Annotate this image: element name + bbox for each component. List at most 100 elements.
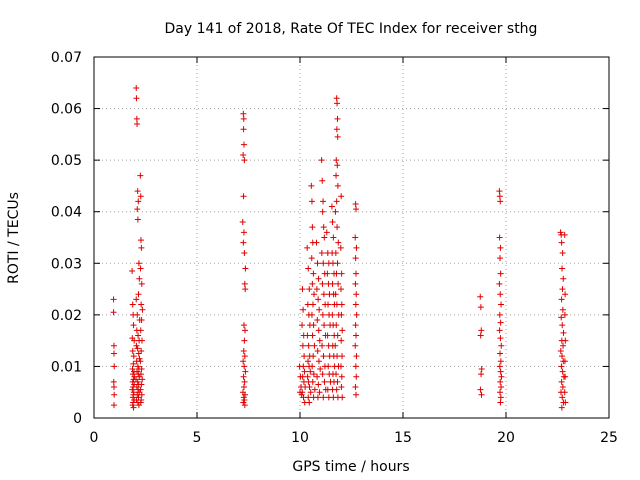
data-point [497,255,504,262]
data-point [311,386,318,393]
data-point [352,384,359,391]
data-point [353,391,360,398]
data-point [129,394,136,401]
data-point [333,371,340,378]
data-point [333,198,340,205]
data-point [240,229,247,236]
data-point [321,378,328,385]
data-point [130,353,137,360]
data-point [241,391,248,398]
data-point [305,394,312,401]
axis-ticks [93,56,610,419]
data-point [558,363,565,370]
data-point [240,347,247,354]
data-point [305,342,312,349]
data-point [315,327,322,334]
data-point [334,115,341,122]
data-point [320,353,327,360]
data-point [133,296,140,303]
data-point [137,327,144,334]
data-point [319,342,326,349]
data-point [559,286,566,293]
data-point [240,141,247,148]
data-point [299,322,306,329]
data-point [138,381,145,388]
data-point [133,384,140,391]
data-point [561,358,568,365]
data-point [478,327,485,334]
data-point [559,368,566,375]
data-point [325,301,332,308]
data-point [307,368,314,375]
data-point [300,306,307,313]
data-point [137,358,144,365]
data-point [134,378,141,385]
data-point [498,384,505,391]
data-point [241,337,248,344]
y-axis-label: ROTI / TECUs [6,192,22,284]
data-point [497,378,504,385]
data-point [562,337,569,344]
data-point [134,188,141,195]
data-point [320,394,327,401]
data-point [558,404,565,411]
data-point [134,363,141,370]
data-point [299,286,306,293]
data-point [561,389,568,396]
data-point [240,151,247,158]
grid-lines [94,57,609,418]
data-point [560,329,567,336]
data-point [308,198,315,205]
data-point [333,126,340,133]
y-tick-label: 0.06 [51,102,82,118]
data-point [314,373,321,380]
data-point [308,311,315,318]
data-point [241,402,248,409]
data-point [559,306,566,313]
data-point [305,265,312,272]
data-point [241,363,248,370]
data-point [138,301,145,308]
data-point [477,332,484,339]
data-point [496,234,503,241]
data-point [319,280,326,287]
data-point [559,394,566,401]
data-point [477,293,484,300]
data-point [324,270,331,277]
data-point [138,337,145,344]
data-point [353,373,360,380]
data-point [497,394,504,401]
data-point [310,322,317,329]
data-point [133,95,140,102]
data-point [130,360,137,367]
data-point [497,198,504,205]
data-point [309,332,316,339]
data-point [308,182,315,189]
y-tick-label: 0.01 [51,359,82,375]
data-point [241,378,248,385]
data-point [561,311,568,318]
plot-frame [93,56,610,419]
data-point [319,177,326,184]
data-point [558,314,565,321]
data-point [562,291,569,298]
data-point [309,378,316,385]
data-point [338,301,345,308]
data-point [559,265,566,272]
data-point [323,229,330,236]
data-point [111,363,118,370]
data-point [129,301,136,308]
tick-labels: 0 5 10 15 20 25 0 0.01 0.02 0.03 0.04 0.05 0.06 0.07 [51,50,618,446]
data-point [241,280,248,287]
data-point [241,157,248,164]
data-point [334,378,341,385]
data-point [110,309,117,316]
data-point [318,157,325,164]
data-point [497,270,504,277]
data-point [562,399,569,406]
x-tick-label: 10 [291,430,309,446]
data-point [133,84,140,91]
data-point [557,347,564,354]
data-point [558,296,565,303]
data-point [320,198,327,205]
